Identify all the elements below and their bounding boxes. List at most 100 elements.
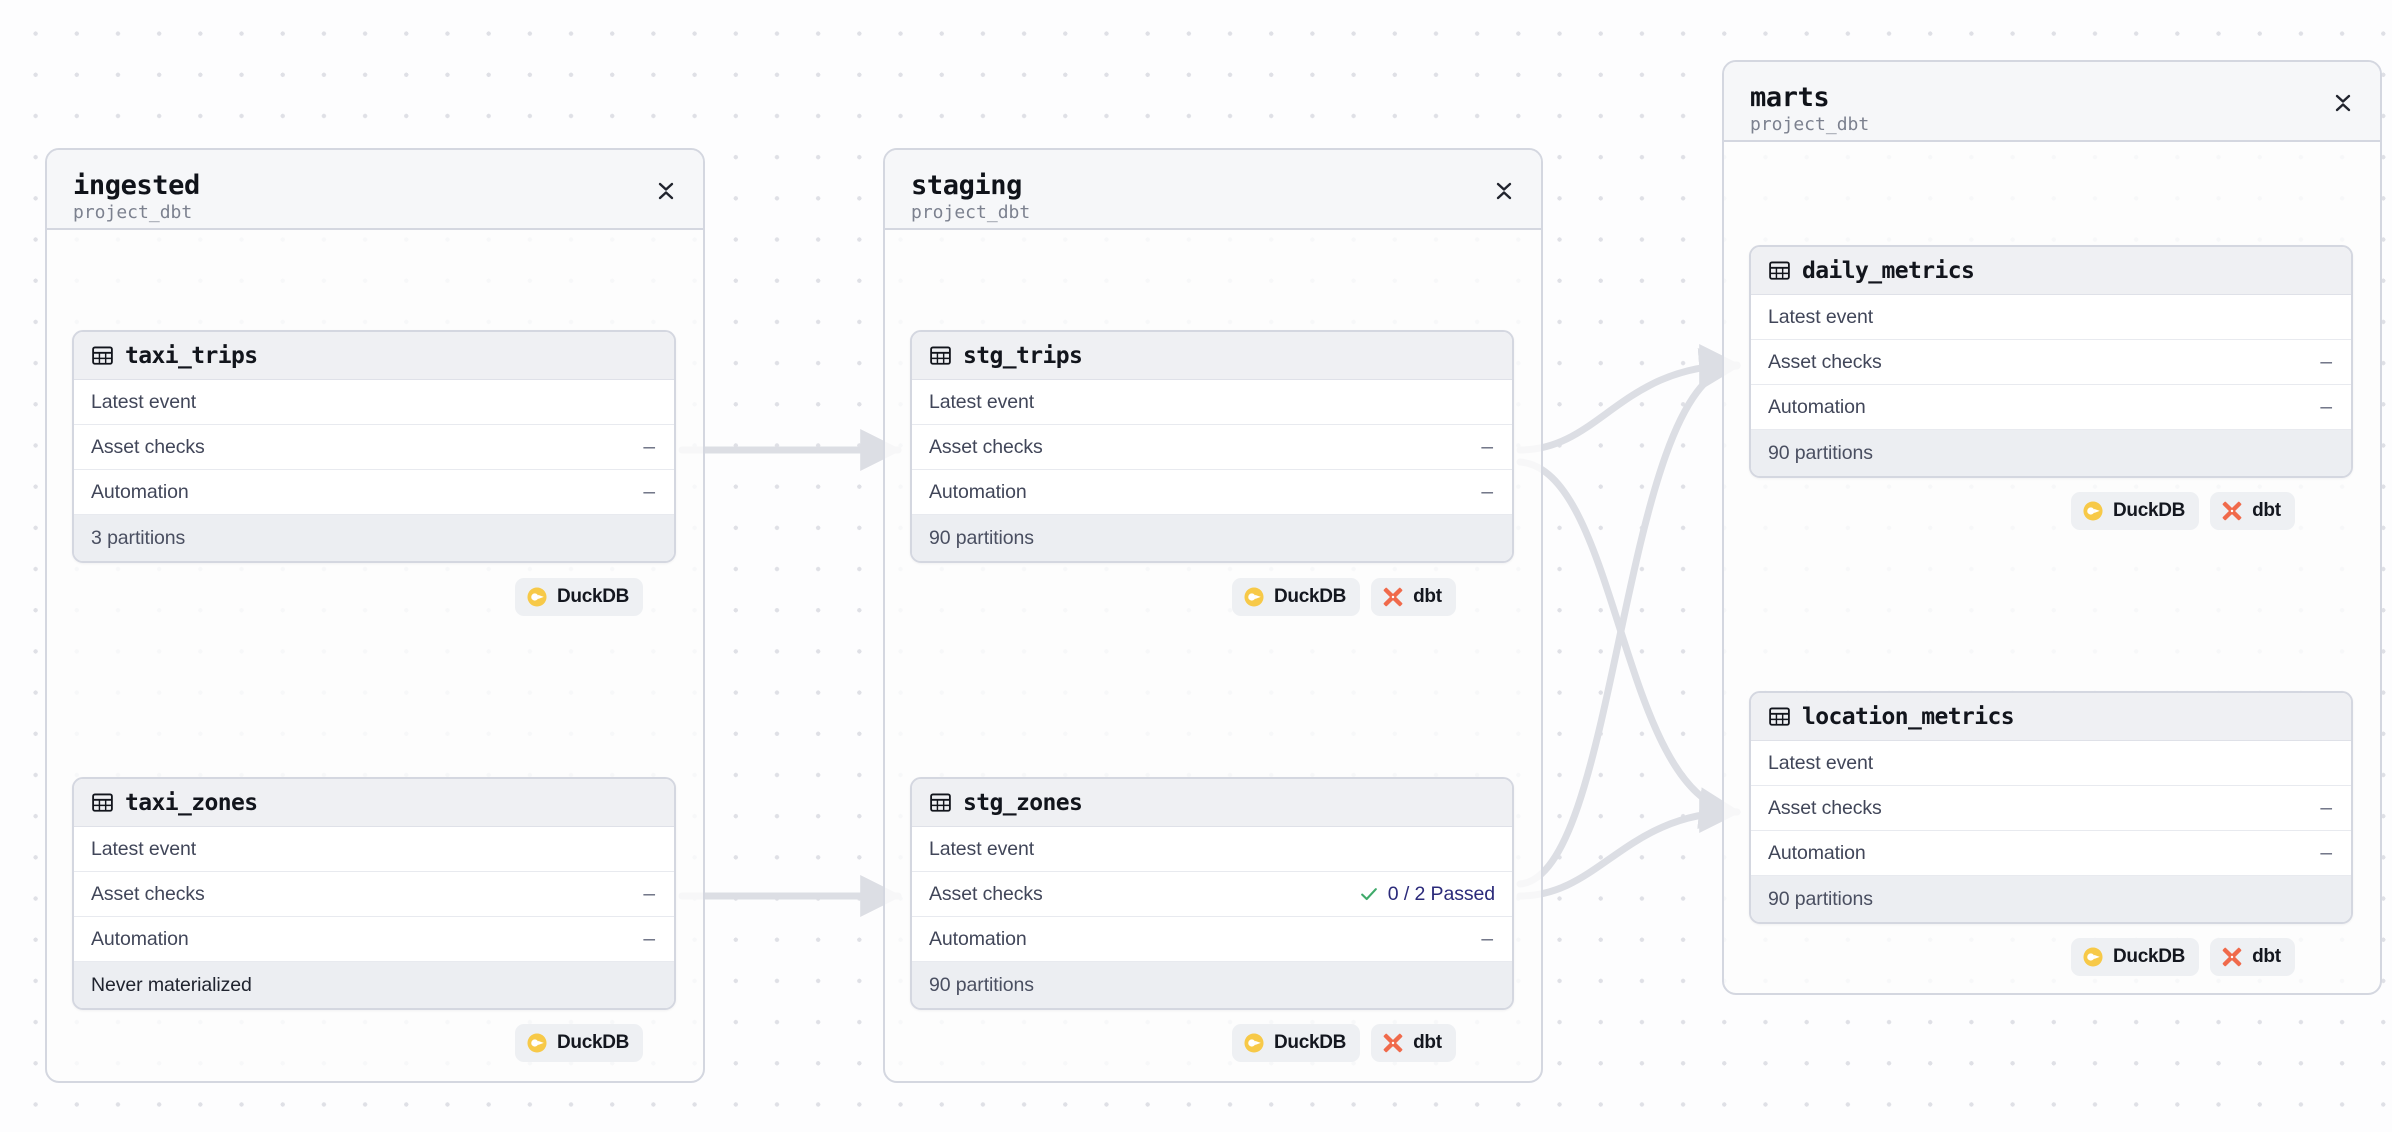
asset-header[interactable]: daily_metrics (1751, 247, 2351, 295)
asset-footer[interactable]: 90 partitions (1751, 876, 2351, 922)
edge-stg_zones-daily_metrics (1516, 348, 1742, 888)
asset-row-asset-checks[interactable]: Asset checks – (74, 872, 674, 917)
asset-name: stg_trips (963, 342, 1083, 369)
tag-label: DuckDB (1274, 586, 1347, 607)
duckdb-icon (1244, 1033, 1264, 1053)
tag-label: dbt (1413, 1032, 1442, 1053)
collapse-chevrons-icon[interactable] (2332, 90, 2354, 116)
duckdb-icon (2083, 501, 2103, 521)
tag-dbt[interactable]: dbt (2210, 492, 2295, 530)
group-subtitle: project_dbt (73, 202, 193, 223)
asset-footer[interactable]: 90 partitions (1751, 430, 2351, 476)
row-label: Automation (929, 927, 1027, 950)
asset-node-daily_metrics[interactable]: daily_metrics Latest event Asset checks – Au… (1749, 245, 2353, 478)
asset-tags-taxi_zones: DuckDB (515, 1024, 644, 1062)
asset-row-asset-checks[interactable]: Asset checks – (74, 425, 674, 470)
row-value: – (2320, 350, 2332, 373)
tag-label: DuckDB (557, 1032, 630, 1053)
asset-name: location_metrics (1802, 703, 2015, 730)
asset-row-automation[interactable]: Automation – (912, 470, 1512, 515)
asset-tags-stg_trips: DuckDB dbt (1232, 578, 1456, 616)
asset-header[interactable]: taxi_zones (74, 779, 674, 827)
asset-row-asset-checks[interactable]: Asset checks – (1751, 340, 2351, 385)
asset-node-taxi_zones[interactable]: taxi_zones Latest event Asset checks – Autom… (72, 777, 676, 1010)
asset-check-status[interactable]: 0 / 2 Passed (1359, 883, 1495, 906)
row-label: Latest event (1768, 751, 1874, 774)
tag-label: DuckDB (2113, 946, 2186, 967)
row-label: Automation (91, 927, 189, 950)
asset-name: daily_metrics (1802, 257, 1975, 284)
asset-node-stg_zones[interactable]: stg_zones Latest event Asset checks 0 / 2 P… (910, 777, 1514, 1010)
row-label: Asset checks (929, 882, 1043, 905)
edge-stg_trips-location_metrics (1516, 458, 1742, 829)
asset-footer[interactable]: 3 partitions (74, 515, 674, 561)
tag-duckdb[interactable]: DuckDB (2071, 938, 2200, 976)
asset-row-latest-event[interactable]: Latest event (912, 380, 1512, 425)
asset-row-automation[interactable]: Automation – (1751, 385, 2351, 430)
tag-duckdb[interactable]: DuckDB (515, 1024, 644, 1062)
asset-footer[interactable]: Never materialized (74, 962, 674, 1008)
asset-header[interactable]: stg_trips (912, 332, 1512, 380)
row-label: Asset checks (1768, 350, 1882, 373)
asset-node-location_metrics[interactable]: location_metrics Latest event Asset checks… (1749, 691, 2353, 924)
check-icon (1360, 888, 1377, 901)
asset-row-latest-event[interactable]: Latest event (74, 380, 674, 425)
group-header-marts: marts project_dbt (1724, 62, 2380, 142)
asset-header[interactable]: taxi_trips (74, 332, 674, 380)
row-label: Latest event (929, 390, 1035, 413)
asset-name: taxi_zones (125, 789, 258, 816)
edge-stg_zones-location_metrics (1516, 791, 1742, 900)
asset-row-automation[interactable]: Automation – (912, 917, 1512, 962)
asset-header[interactable]: location_metrics (1751, 693, 2351, 741)
asset-node-taxi_trips[interactable]: taxi_trips Latest event Asset checks – Autom… (72, 330, 676, 563)
asset-footer[interactable]: 90 partitions (912, 962, 1512, 1008)
row-label: Asset checks (1768, 796, 1882, 819)
asset-footer[interactable]: 90 partitions (912, 515, 1512, 561)
asset-row-asset-checks[interactable]: Asset checks – (1751, 786, 2351, 831)
asset-status-label: 90 partitions (929, 973, 1034, 996)
row-label: Automation (91, 480, 189, 503)
tag-dbt[interactable]: dbt (2210, 938, 2295, 976)
asset-row-automation[interactable]: Automation – (1751, 831, 2351, 876)
asset-status-label: 90 partitions (1768, 441, 1873, 464)
row-value: – (1481, 927, 1493, 950)
asset-row-automation[interactable]: Automation – (74, 917, 674, 962)
row-value: – (2320, 796, 2332, 819)
tag-duckdb[interactable]: DuckDB (2071, 492, 2200, 530)
group-title: staging (911, 170, 1022, 201)
collapse-chevrons-icon[interactable] (1493, 178, 1515, 204)
tag-duckdb[interactable]: DuckDB (1232, 578, 1361, 616)
duckdb-icon (2083, 947, 2103, 967)
row-label: Latest event (929, 837, 1035, 860)
asset-row-latest-event[interactable]: Latest event (1751, 295, 2351, 340)
tag-dbt[interactable]: dbt (1371, 578, 1456, 616)
row-value: 0 / 2 Passed (1387, 882, 1495, 905)
asset-row-latest-event[interactable]: Latest event (74, 827, 674, 872)
edge-stg_trips-daily_metrics (1516, 344, 1742, 454)
asset-tags-daily_metrics: DuckDB dbt (2071, 492, 2295, 530)
asset-row-asset-checks[interactable]: Asset checks 0 / 2 Passed (912, 872, 1512, 917)
tag-duckdb[interactable]: DuckDB (515, 578, 644, 616)
asset-status-label: 90 partitions (1768, 887, 1873, 910)
collapse-chevrons-icon[interactable] (655, 178, 677, 204)
row-label: Automation (1768, 841, 1866, 864)
tag-dbt[interactable]: dbt (1371, 1024, 1456, 1062)
tag-label: DuckDB (1274, 1032, 1347, 1053)
group-header-staging: staging project_dbt (885, 150, 1541, 230)
group-header-ingested: ingested project_dbt (47, 150, 703, 230)
group-subtitle: project_dbt (911, 202, 1031, 223)
asset-row-asset-checks[interactable]: Asset checks – (912, 425, 1512, 470)
table-icon (930, 346, 951, 365)
tag-duckdb[interactable]: DuckDB (1232, 1024, 1361, 1062)
row-value: – (643, 435, 655, 458)
asset-row-latest-event[interactable]: Latest event (1751, 741, 2351, 786)
asset-name: stg_zones (963, 789, 1083, 816)
dbt-icon (1383, 1033, 1403, 1053)
asset-row-automation[interactable]: Automation – (74, 470, 674, 515)
asset-row-latest-event[interactable]: Latest event (912, 827, 1512, 872)
asset-node-stg_trips[interactable]: stg_trips Latest event Asset checks – Automa… (910, 330, 1514, 563)
table-icon (92, 346, 113, 365)
row-label: Automation (929, 480, 1027, 503)
asset-header[interactable]: stg_zones (912, 779, 1512, 827)
